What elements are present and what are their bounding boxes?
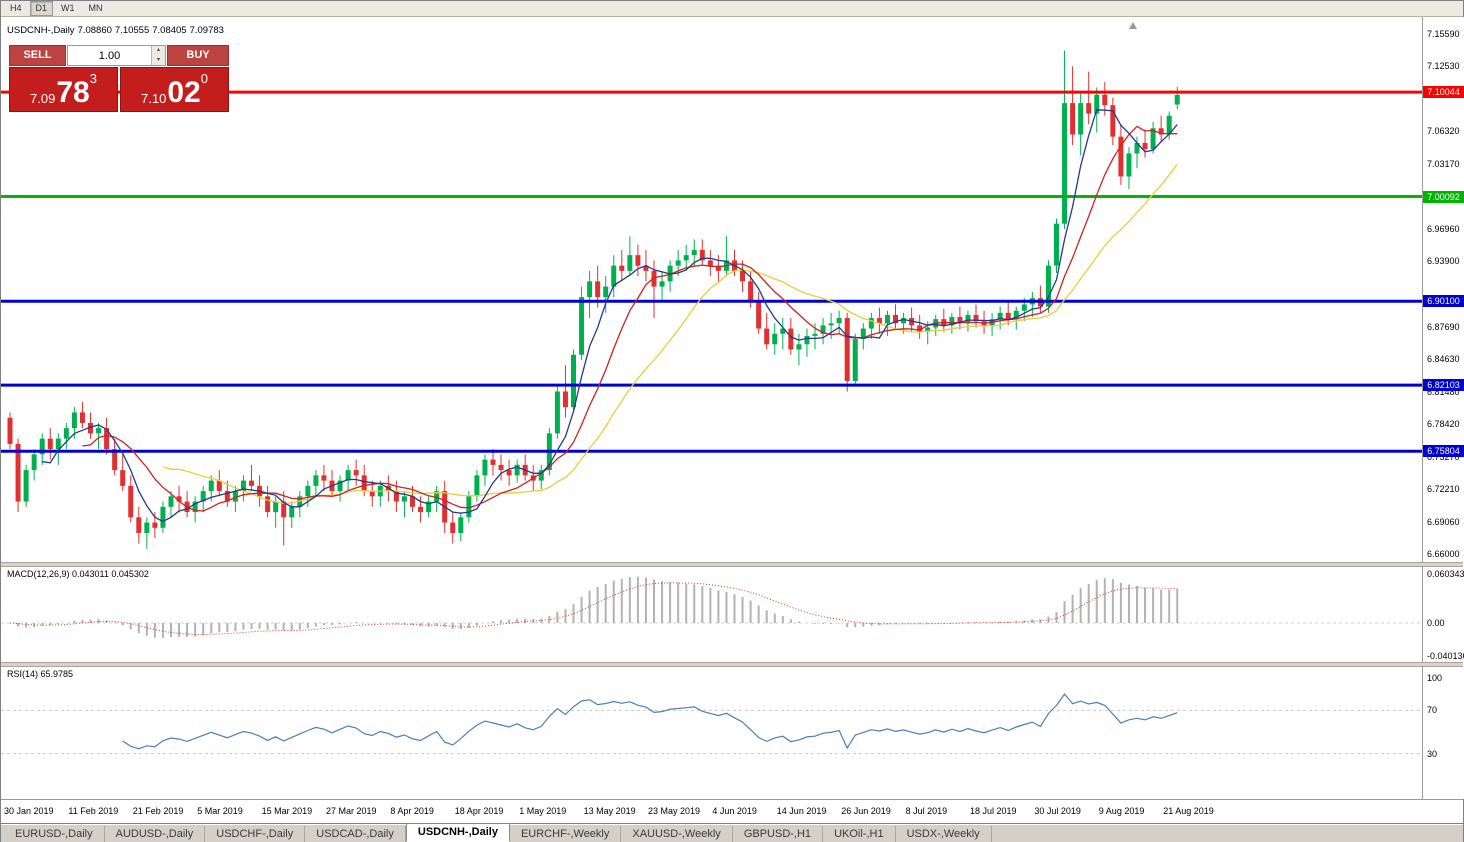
price-tick: 6.81480 <box>1427 386 1460 397</box>
price-chart-pane[interactable] <box>1 17 1422 563</box>
date-tick: 13 May 2019 <box>583 806 636 816</box>
rsi-axis-tick: 100 <box>1427 673 1443 683</box>
volume-field[interactable]: 1.00 ▴ ▾ <box>67 45 166 66</box>
rsi-indicator-label: RSI(14) 65.9785 <box>7 669 74 679</box>
chart-tab-ukoil-h1[interactable]: UKOil-,H1 <box>823 826 896 842</box>
date-tick: 14 Jun 2019 <box>776 806 827 816</box>
chart-tab-usdcnh-daily[interactable]: USDCNH-,Daily <box>405 823 510 842</box>
ask-price-point: 0 <box>200 71 208 86</box>
price-tick: 6.87690 <box>1427 321 1460 332</box>
macd-axis-tick: 0.00 <box>1427 618 1445 628</box>
date-tick: 15 Mar 2019 <box>261 806 313 816</box>
price-tick: 7.12530 <box>1427 61 1460 72</box>
bid-price-pips: 78 <box>56 76 90 109</box>
pane-splitter[interactable] <box>1 562 1463 567</box>
price-axis[interactable]: 7.15590 7.12530 7.06320 7.03170 6.96960 6.939… <box>1422 17 1464 799</box>
time-axis[interactable]: 30 Jan 2019 11 Feb 2019 21 Feb 2019 5 Mar 2… <box>1 799 1463 823</box>
volume-down-button[interactable]: ▾ <box>152 55 165 65</box>
bid-price-point: 3 <box>89 71 97 86</box>
price-level-badge: 7.00092 <box>1423 190 1464 203</box>
ask-price-pips: 02 <box>167 76 201 109</box>
price-tick: 6.66000 <box>1427 549 1460 559</box>
rsi-axis-tick: 70 <box>1427 705 1438 716</box>
macd-indicator-pane[interactable] <box>1 566 1422 663</box>
price-tick: 6.96960 <box>1427 224 1460 235</box>
date-tick: 5 Mar 2019 <box>197 806 243 816</box>
price-tick: 7.03170 <box>1427 159 1460 170</box>
rsi-indicator-pane[interactable] <box>1 666 1422 799</box>
timeframe-toolbar: H4 D1 W1 MN <box>1 1 1463 17</box>
date-tick: 18 Apr 2019 <box>454 806 504 816</box>
bid-price-prefix: 7.09 <box>30 91 56 106</box>
chart-tab-eurusd-daily[interactable]: EURUSD-,Daily <box>4 826 105 842</box>
ask-price-prefix: 7.10 <box>141 91 167 106</box>
price-level-badge: 6.90100 <box>1423 295 1464 308</box>
chart-tab-usdx-weekly[interactable]: USDX-,Weekly <box>896 826 992 842</box>
date-tick: 26 Jun 2019 <box>841 806 891 816</box>
date-tick: 18 Jul 2019 <box>970 806 1017 816</box>
ohlc-open: 7.08860 <box>77 25 112 36</box>
chart-ohlc-header: USDCNH-,Daily 7.08860 7.10555 7.08405 7.0978… <box>7 25 227 36</box>
volume-spinner: ▴ ▾ <box>151 46 165 65</box>
price-tick: 6.78420 <box>1427 418 1460 429</box>
sell-button[interactable]: SELL <box>9 45 66 66</box>
ohlc-high: 7.10555 <box>114 25 150 36</box>
macd-axis-tick: 0.060343 <box>1427 569 1464 579</box>
timeframe-button-mn[interactable]: MN <box>82 1 109 16</box>
price-tick: 7.15590 <box>1427 29 1460 39</box>
chart-tabs-bar: EURUSD-,Daily AUDUSD-,Daily USDCHF-,Daily U… <box>1 823 1463 842</box>
price-level-badge: 6.82103 <box>1423 379 1464 392</box>
chart-symbol-label: USDCNH-,Daily <box>7 25 75 36</box>
ohlc-close: 7.09783 <box>189 25 224 36</box>
date-tick: 1 May 2019 <box>519 806 567 816</box>
macd-axis-tick: -0.040136 <box>1427 650 1464 661</box>
one-click-trading-panel: SELL 1.00 ▴ ▾ BUY 7.09 78 3 7.10 02 0 <box>9 45 229 112</box>
date-tick: 27 Mar 2019 <box>326 806 377 816</box>
chart-shift-marker-icon <box>1129 22 1137 29</box>
buy-button[interactable]: BUY <box>167 45 229 66</box>
rsi-axis-tick: 30 <box>1427 748 1438 759</box>
chart-window[interactable]: USDCNH-,Daily 7.08860 7.10555 7.08405 7.0978… <box>1 17 1464 823</box>
bid-price-display[interactable]: 7.09 78 3 <box>9 67 118 112</box>
price-level-badge: 7.10044 <box>1423 86 1464 99</box>
pane-splitter[interactable] <box>1 662 1463 667</box>
price-tick: 6.72210 <box>1427 483 1460 494</box>
chart-tab-usdchf-daily[interactable]: USDCHF-,Daily <box>205 826 306 842</box>
price-tick: 6.93900 <box>1427 256 1460 267</box>
chart-tab-xauusd-weekly[interactable]: XAUUSD-,Weekly <box>621 826 733 842</box>
date-tick: 8 Jul 2019 <box>905 806 948 816</box>
timeframe-button-h4[interactable]: H4 <box>4 1 28 16</box>
date-tick: 9 Aug 2019 <box>1098 806 1145 816</box>
date-tick: 21 Feb 2019 <box>132 806 184 816</box>
macd-indicator-label: MACD(12,26,9) 0.043011 0.045302 <box>7 569 149 579</box>
date-tick: 21 Aug 2019 <box>1163 806 1214 816</box>
ask-price-display[interactable]: 7.10 02 0 <box>120 67 229 112</box>
volume-up-button[interactable]: ▴ <box>152 46 165 56</box>
date-tick: 11 Feb 2019 <box>68 806 119 816</box>
date-tick: 30 Jul 2019 <box>1034 806 1081 816</box>
date-tick: 8 Apr 2019 <box>390 806 434 816</box>
volume-value[interactable]: 1.00 <box>98 49 121 62</box>
chart-tab-audusd-daily[interactable]: AUDUSD-,Daily <box>105 826 206 842</box>
date-tick: 4 Jun 2019 <box>712 806 757 816</box>
ohlc-low: 7.08405 <box>152 25 187 36</box>
chart-tab-gbpusd-h1[interactable]: GBPUSD-,H1 <box>733 826 824 842</box>
date-tick: 30 Jan 2019 <box>4 806 54 816</box>
price-tick: 7.06320 <box>1427 126 1460 137</box>
price-tick: 6.69060 <box>1427 516 1460 527</box>
chart-tab-eurchf-weekly[interactable]: EURCHF-,Weekly <box>510 826 622 842</box>
chart-tab-usdcad-daily[interactable]: USDCAD-,Daily <box>305 826 406 842</box>
price-tick: 6.84630 <box>1427 353 1460 364</box>
date-tick: 23 May 2019 <box>648 806 701 816</box>
timeframe-button-d1[interactable]: D1 <box>29 1 54 16</box>
price-level-badge: 6.75804 <box>1423 445 1464 458</box>
timeframe-button-w1[interactable]: W1 <box>55 1 81 16</box>
